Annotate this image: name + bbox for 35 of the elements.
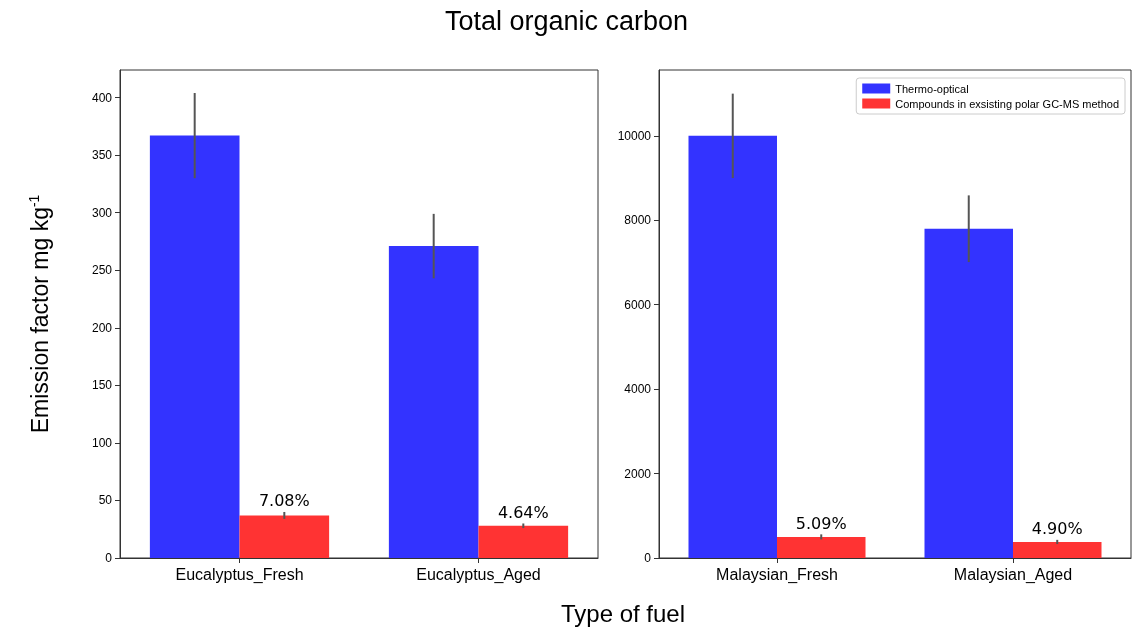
x-tick-label: Eucalyptus_Fresh: [175, 565, 304, 584]
annotation: 7.08%: [258, 491, 310, 511]
bar: [777, 536, 866, 558]
bar: [1013, 541, 1102, 558]
x-tick-label: Eucalyptus_Aged: [416, 565, 541, 584]
bar: [478, 525, 569, 558]
y-tick-label: 50: [98, 493, 113, 508]
legend-label: Thermo-optical: [895, 82, 969, 95]
y-tick-label: 300: [91, 205, 113, 220]
legend-label: Compounds in exsisting polar GC-MS method: [895, 97, 1119, 110]
bar: [239, 515, 330, 558]
y-tick-label: 0: [644, 551, 652, 565]
x-tick-label: Malaysian_Aged: [953, 565, 1073, 584]
chart-title: Total organic carbon: [443, 6, 690, 37]
annotation: 4.90%: [1031, 519, 1083, 539]
y-tick-label: 350: [91, 148, 113, 163]
y-tick-label: 0: [105, 551, 113, 565]
x-tick-label: Malaysian_Fresh: [716, 565, 838, 584]
y-tick-label: 10000: [617, 128, 652, 143]
y-tick-label: 4000: [624, 382, 652, 397]
bar: [688, 135, 777, 558]
y-tick-label: 100: [91, 435, 113, 450]
y-tick-label: 150: [91, 378, 113, 393]
y-tick-label: 6000: [624, 297, 652, 312]
bar: [924, 228, 1013, 558]
y-tick-label: 400: [91, 90, 113, 105]
annotation: 5.09%: [795, 513, 847, 533]
annotation: 4.64%: [497, 502, 549, 522]
bar: [388, 246, 479, 558]
y-tick-label: 200: [91, 320, 113, 335]
y-tick-label: 250: [91, 263, 113, 278]
bar: [149, 135, 240, 558]
y-tick-label: 2000: [624, 466, 652, 481]
y-tick-label: 8000: [624, 213, 652, 228]
x-axis-title: Type of fuel: [559, 600, 687, 628]
